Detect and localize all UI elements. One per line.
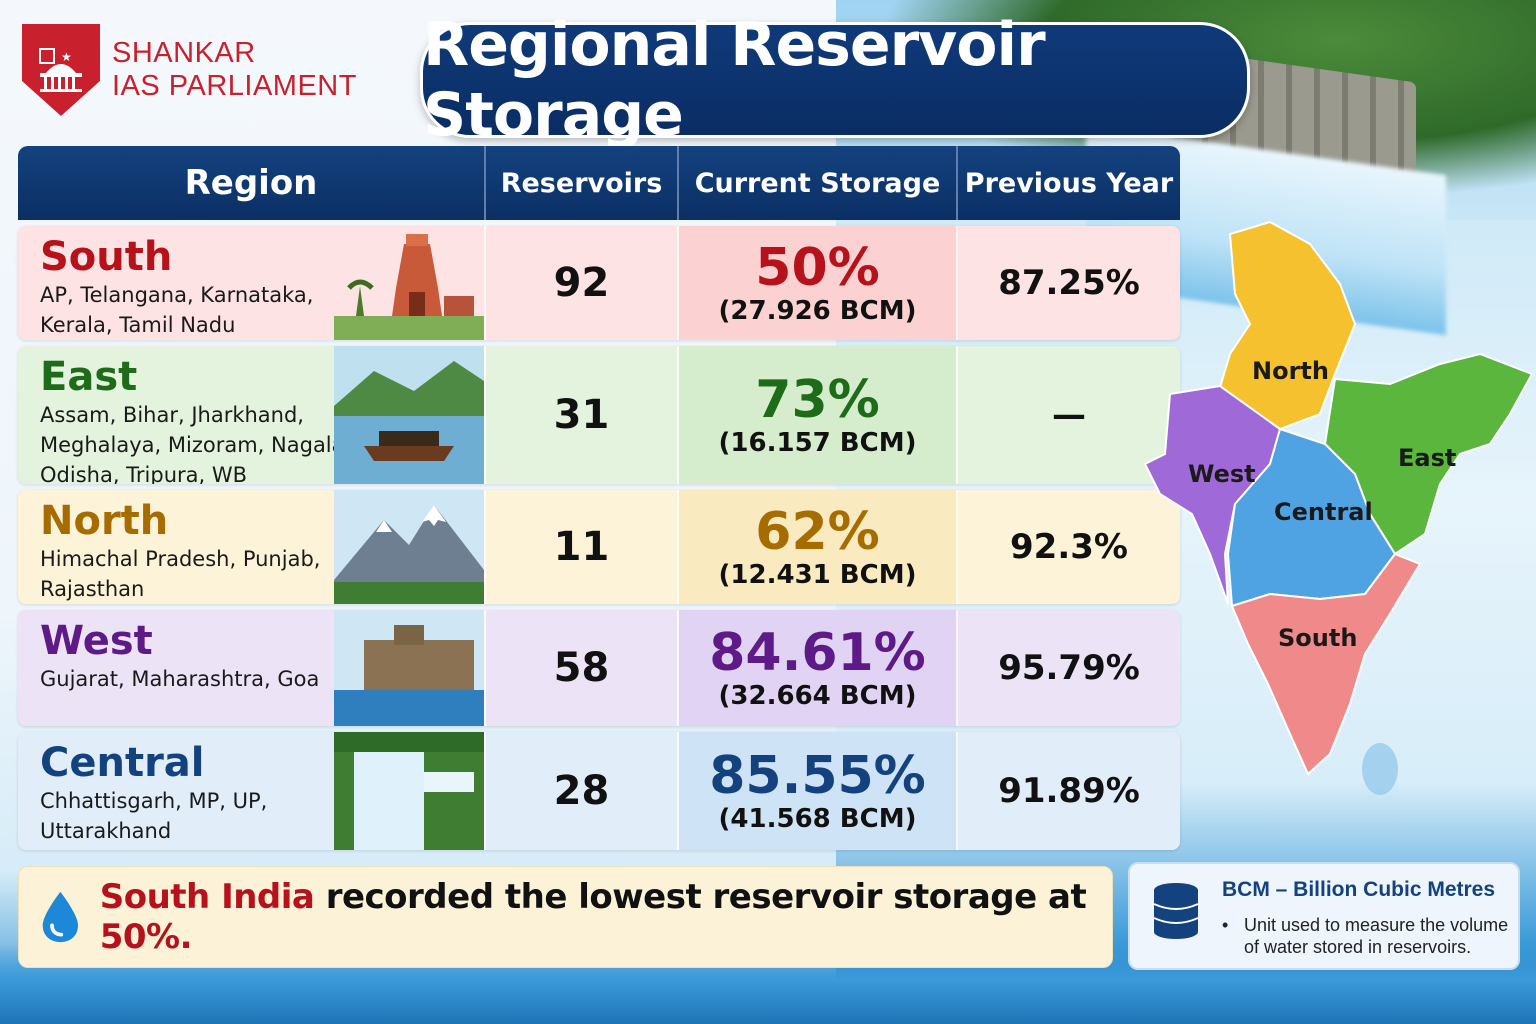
table-header: Region Reservoirs Current Storage Previo… bbox=[18, 146, 1180, 220]
current-percent: 85.55% bbox=[709, 746, 926, 806]
current-percent: 84.61% bbox=[709, 623, 926, 683]
boat-lake-image bbox=[334, 346, 484, 484]
map-label-south: South bbox=[1278, 624, 1357, 652]
fort-image bbox=[334, 610, 484, 726]
reservoirs-cell: 92 bbox=[486, 226, 679, 340]
region-cell: East Assam, Bihar, Jharkhand, Meghalaya,… bbox=[18, 346, 486, 484]
region-name: West bbox=[40, 618, 153, 664]
current-storage-cell: 84.61% (32.664 BCM) bbox=[679, 610, 958, 726]
previous-year-cell: 92.3% bbox=[1010, 527, 1128, 567]
region-cell: Central Chhattisgarh, MP, UP, Uttarakhan… bbox=[18, 732, 486, 850]
table-row-west: West Gujarat, Maharashtra, Goa 58 84.61%… bbox=[18, 610, 1180, 726]
storage-table: Region Reservoirs Current Storage Previo… bbox=[18, 146, 1180, 850]
header-current-storage: Current Storage bbox=[679, 146, 958, 220]
legend-description: Unit used to measure the volume of water… bbox=[1222, 914, 1512, 958]
table-row-central: Central Chhattisgarh, MP, UP, Uttarakhan… bbox=[18, 732, 1180, 850]
india-region-map: North East West Central South bbox=[1143, 220, 1534, 795]
header-previous-year: Previous Year bbox=[964, 167, 1174, 199]
summary-text: South India recorded the lowest reservoi… bbox=[100, 877, 1112, 957]
region-name: East bbox=[40, 354, 138, 400]
region-states: Assam, Bihar, Jharkhand, Meghalaya, Mizo… bbox=[40, 403, 378, 484]
current-percent: 50% bbox=[755, 238, 880, 298]
region-name: Central bbox=[40, 740, 205, 786]
current-bcm: (16.157 BCM) bbox=[718, 428, 917, 458]
reservoirs-cell: 11 bbox=[486, 490, 679, 604]
map-label-west: West bbox=[1188, 460, 1256, 488]
mountain-image bbox=[334, 490, 484, 604]
region-cell: West Gujarat, Maharashtra, Goa bbox=[18, 610, 486, 726]
brand-logo: ★ SHANKAR IAS PARLIAMENT bbox=[22, 24, 357, 116]
parliament-shield-icon: ★ bbox=[22, 24, 100, 116]
reservoirs-cell: 58 bbox=[486, 610, 679, 726]
table-row-north: North Himachal Pradesh, Punjab, Rajastha… bbox=[18, 490, 1180, 604]
previous-year-cell: 87.25% bbox=[998, 263, 1140, 303]
waterfall-image bbox=[334, 732, 484, 850]
reservoirs-cell: 31 bbox=[486, 346, 679, 484]
current-percent: 62% bbox=[755, 502, 880, 562]
region-states: AP, Telangana, Karnataka, Kerala, Tamil … bbox=[40, 283, 314, 337]
title-banner: Regional Reservoir Storage bbox=[420, 10, 1250, 150]
table-row-east: East Assam, Bihar, Jharkhand, Meghalaya,… bbox=[18, 346, 1180, 484]
brand-name: SHANKAR IAS PARLIAMENT bbox=[112, 37, 357, 103]
region-states: Chhattisgarh, MP, UP, Uttarakhand bbox=[40, 789, 268, 843]
temple-image bbox=[334, 234, 484, 340]
current-storage-cell: 85.55% (41.568 BCM) bbox=[679, 732, 958, 850]
summary-highlight: South India bbox=[99, 877, 315, 917]
region-states: Himachal Pradesh, Punjab, Rajasthan bbox=[40, 547, 321, 601]
summary-note: South India recorded the lowest reservoi… bbox=[18, 866, 1113, 968]
brand-line2: IAS PARLIAMENT bbox=[112, 70, 357, 102]
current-bcm: (32.664 BCM) bbox=[718, 681, 917, 711]
reservoirs-cell: 28 bbox=[486, 732, 679, 850]
map-region-south bbox=[1230, 552, 1422, 776]
database-icon bbox=[1153, 883, 1199, 939]
bcm-legend: BCM – Billion Cubic Metres Unit used to … bbox=[1128, 862, 1520, 970]
region-name: South bbox=[40, 234, 173, 280]
map-label-north: North bbox=[1252, 357, 1329, 385]
brand-line1: SHANKAR bbox=[112, 37, 256, 69]
region-states: Gujarat, Maharashtra, Goa bbox=[40, 667, 320, 691]
current-bcm: (12.431 BCM) bbox=[718, 560, 917, 590]
current-bcm: (41.568 BCM) bbox=[718, 804, 917, 834]
region-name: North bbox=[40, 498, 169, 544]
water-drop-icon bbox=[42, 891, 79, 943]
previous-year-cell: 91.89% bbox=[998, 771, 1140, 811]
region-cell: North Himachal Pradesh, Punjab, Rajastha… bbox=[18, 490, 486, 604]
sri-lanka-shape bbox=[1362, 743, 1398, 795]
header-reservoirs: Reservoirs bbox=[486, 146, 679, 220]
table-row-south: South AP, Telangana, Karnataka, Kerala, … bbox=[18, 226, 1180, 340]
legend-title: BCM – Billion Cubic Metres bbox=[1222, 878, 1496, 901]
current-storage-cell: 50% (27.926 BCM) bbox=[679, 226, 958, 340]
map-region-north bbox=[1216, 220, 1357, 431]
summary-value: 50%. bbox=[99, 917, 193, 957]
previous-year-cell: — bbox=[1052, 395, 1086, 435]
map-label-east: East bbox=[1398, 444, 1456, 472]
region-cell: South AP, Telangana, Karnataka, Kerala, … bbox=[18, 226, 486, 340]
map-label-central: Central bbox=[1274, 498, 1373, 526]
header-region: Region bbox=[18, 146, 486, 220]
current-storage-cell: 73% (16.157 BCM) bbox=[679, 346, 958, 484]
svg-text:★: ★ bbox=[61, 50, 72, 64]
previous-year-cell: 95.79% bbox=[998, 648, 1140, 688]
current-storage-cell: 62% (12.431 BCM) bbox=[679, 490, 958, 604]
current-bcm: (27.926 BCM) bbox=[718, 296, 917, 326]
current-percent: 73% bbox=[755, 370, 880, 430]
summary-middle: recorded the lowest reservoir storage at bbox=[314, 877, 1087, 917]
page-title: Regional Reservoir Storage bbox=[423, 10, 1046, 150]
